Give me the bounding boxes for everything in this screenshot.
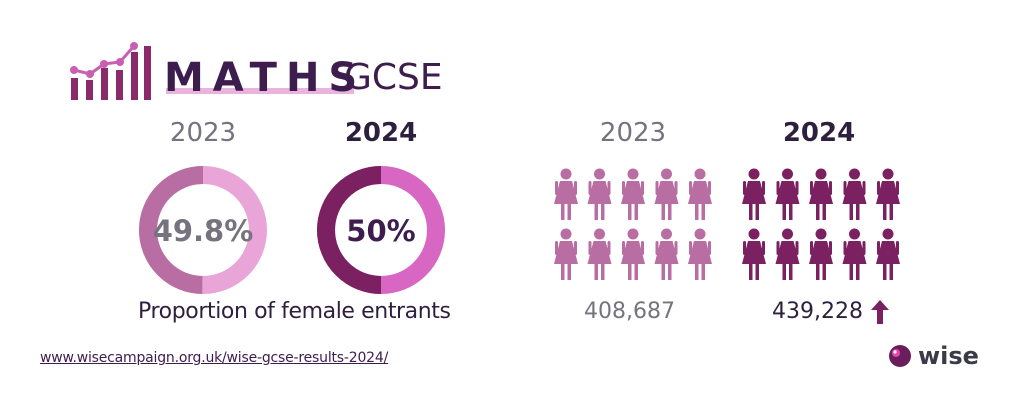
wise-logo: wise	[888, 342, 979, 370]
ring-2024-arc	[317, 166, 382, 294]
female-person-icon	[809, 228, 833, 280]
ring-chart-2024: 50%	[317, 166, 445, 294]
arrow-up-icon	[871, 300, 889, 324]
female-person-icon	[809, 168, 833, 220]
entrants-2023-value: 408,687	[584, 299, 675, 324]
page-subtitle: GCSE	[344, 57, 443, 98]
page-title: MATHS	[164, 55, 367, 101]
female-person-icon	[654, 168, 679, 220]
people-grid-2024	[742, 168, 900, 280]
female-person-icon	[621, 168, 645, 220]
people-grid-2023	[554, 168, 712, 280]
female-person-icon	[742, 168, 766, 220]
source-link[interactable]: www.wisecampaign.org.uk/wise-gcse-result…	[40, 350, 389, 366]
entrants-2024-value: 439,228	[772, 299, 863, 324]
ring-chart-2023: 49.8%	[138, 166, 267, 294]
female-person-icon	[554, 228, 578, 280]
bar-line-chart-icon	[70, 42, 151, 100]
wise-brand-text: wise	[918, 342, 979, 370]
female-person-icon	[688, 228, 712, 280]
people-2023-year-label: 2023	[599, 118, 667, 148]
ring-2024-year-label: 2024	[344, 118, 418, 148]
female-person-icon	[842, 168, 867, 220]
ring-2023-year-label: 2023	[169, 118, 237, 148]
female-person-icon	[654, 228, 679, 280]
female-person-icon	[876, 228, 900, 280]
female-person-icon	[842, 228, 867, 280]
female-person-icon	[587, 168, 612, 220]
female-person-icon	[688, 168, 712, 220]
female-person-icon	[876, 168, 900, 220]
female-person-icon	[775, 228, 800, 280]
ring-2023-arc	[138, 166, 204, 294]
female-person-icon	[621, 228, 645, 280]
ring-2023-value: 49.8%	[153, 214, 254, 248]
female-person-icon	[587, 228, 612, 280]
wise-logo-icon	[889, 345, 911, 367]
female-person-icon	[775, 168, 800, 220]
ring-2024-value: 50%	[346, 214, 415, 248]
chart-caption: Proportion of female entrants	[138, 299, 451, 324]
people-2024-year-label: 2024	[782, 118, 856, 148]
female-person-icon	[742, 228, 766, 280]
female-person-icon	[554, 168, 578, 220]
